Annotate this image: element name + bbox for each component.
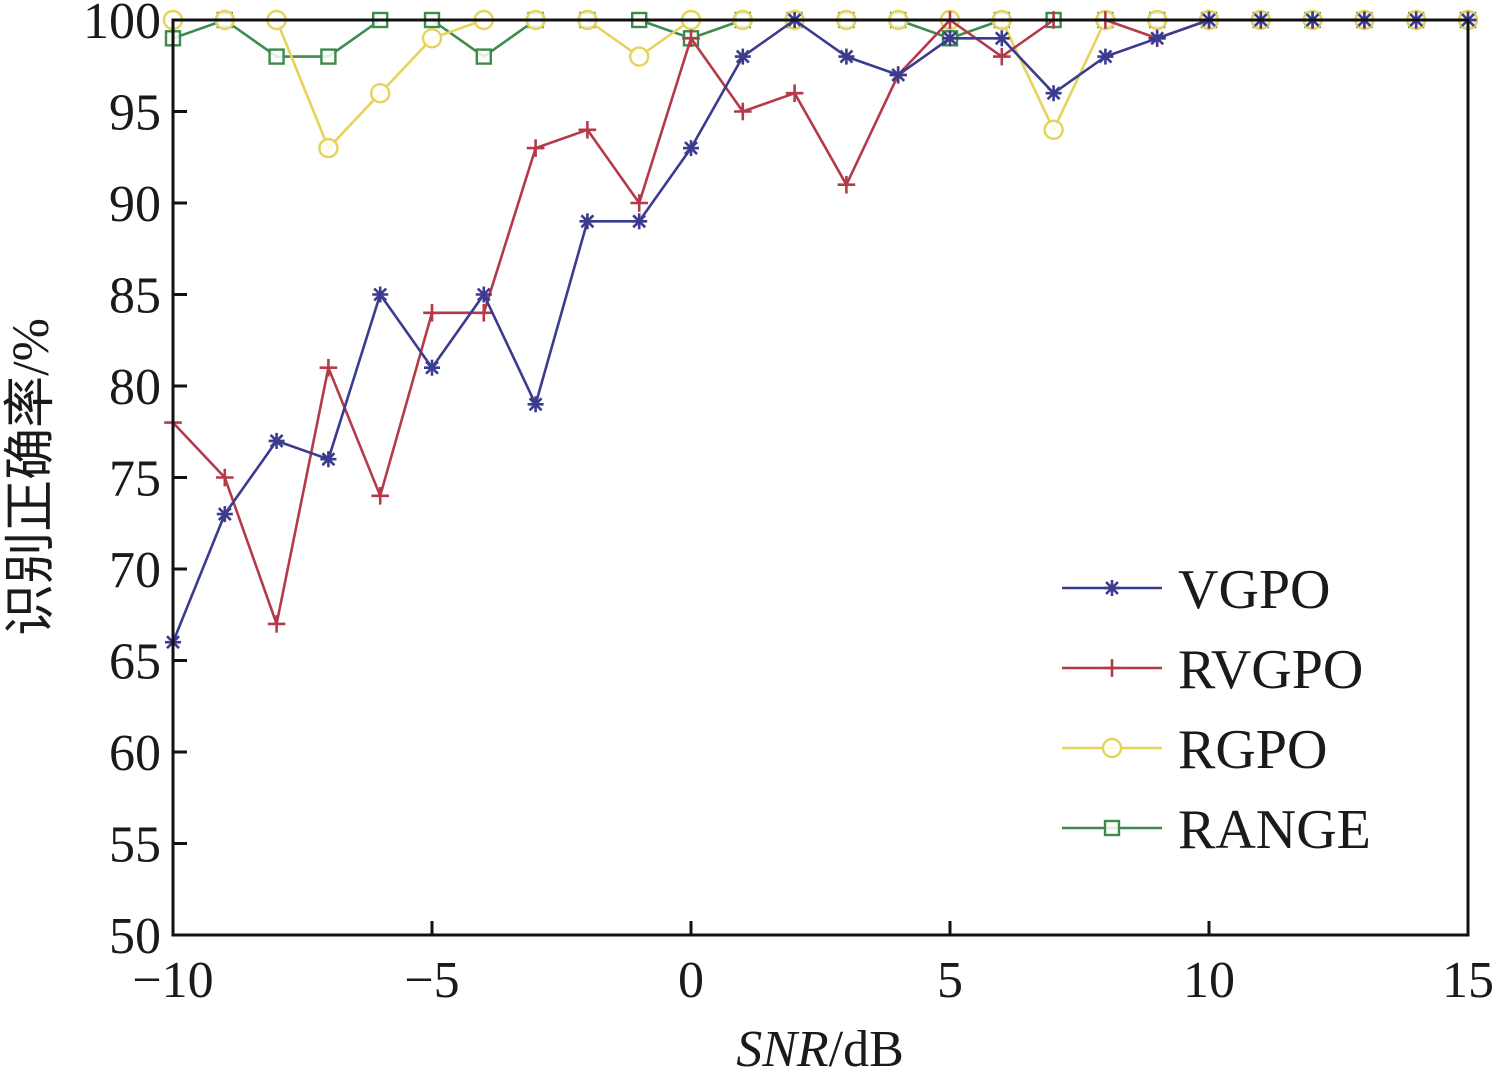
point-range-3 xyxy=(320,48,337,65)
point-rvgpo-16 xyxy=(993,47,1011,66)
point-vgpo-14 xyxy=(890,66,907,83)
y-tick-label: 90 xyxy=(109,176,161,233)
point-rvgpo-6 xyxy=(475,304,493,322)
point-rvgpo-10 xyxy=(682,29,700,48)
x-axis-label-variable: SNR xyxy=(736,1021,828,1074)
axis-ticks: −10 −5 0 5 10 15 50 55 60 65 70 75 80 85 90 95 100 xyxy=(83,0,1494,1009)
point-vgpo-19 xyxy=(1149,30,1166,47)
x-tick-label: 5 xyxy=(937,952,963,1009)
point-rvgpo-7 xyxy=(526,139,545,157)
x-tick-label: 10 xyxy=(1183,952,1235,1009)
series-rvgpo xyxy=(164,11,1477,633)
point-vgpo-9 xyxy=(631,213,648,230)
y-tick-label: 75 xyxy=(109,451,161,508)
legend-label-rvgpo: RVGPO xyxy=(1178,639,1363,701)
y-tick-label: 80 xyxy=(109,359,161,416)
point-rgpo-9 xyxy=(629,46,650,67)
plot-area-frame xyxy=(171,18,1470,937)
y-tick-label: 100 xyxy=(83,0,161,50)
point-vgpo-10 xyxy=(683,140,699,157)
point-vgpo-3 xyxy=(320,451,337,468)
point-rvgpo-2 xyxy=(267,615,286,633)
x-tick-label: 15 xyxy=(1442,952,1494,1009)
point-range-2 xyxy=(268,48,285,65)
series-line-vgpo xyxy=(171,18,1468,643)
legend-item-range: RANGE xyxy=(1062,799,1371,861)
legend-marker-rgpo xyxy=(1101,737,1123,759)
point-vgpo-8 xyxy=(579,213,596,230)
point-vgpo-7 xyxy=(527,396,544,413)
legend-label-range: RANGE xyxy=(1178,799,1371,861)
point-vgpo-5 xyxy=(424,359,440,376)
point-vgpo-15 xyxy=(942,30,958,47)
point-rvgpo-1 xyxy=(216,468,234,487)
y-axis-label: 识别正确率/% xyxy=(3,318,60,636)
x-axis-label: SNR/dB xyxy=(736,1021,904,1074)
point-rvgpo-13 xyxy=(837,175,856,194)
legend-label-vgpo: VGPO xyxy=(1178,559,1330,621)
point-vgpo-11 xyxy=(734,48,751,65)
legend-item-vgpo: VGPO xyxy=(1062,559,1330,621)
point-rvgpo-4 xyxy=(371,487,389,505)
y-tick-label: 65 xyxy=(109,634,161,691)
point-vgpo-1 xyxy=(216,506,233,523)
point-rvgpo-3 xyxy=(319,358,338,377)
point-rgpo-17 xyxy=(1043,119,1064,141)
x-axis-label-unit: /dB xyxy=(829,1021,904,1074)
point-vgpo-13 xyxy=(838,48,855,65)
x-tick-label: −10 xyxy=(132,952,213,1009)
y-tick-label: 85 xyxy=(109,268,161,325)
point-rvgpo-5 xyxy=(423,304,441,322)
y-tick-label: 70 xyxy=(109,542,161,599)
point-vgpo-17 xyxy=(1045,85,1062,102)
legend-marker-rvgpo xyxy=(1103,659,1121,677)
point-vgpo-16 xyxy=(993,30,1010,47)
legend: VGPO RVGPO RGPO RANGE xyxy=(1062,559,1371,861)
y-tick-label: 50 xyxy=(109,908,161,965)
point-rvgpo-12 xyxy=(785,84,804,102)
y-tick-label: 95 xyxy=(109,85,161,142)
point-rvgpo-8 xyxy=(578,121,597,139)
legend-label-rgpo: RGPO xyxy=(1178,719,1327,781)
series-vgpo xyxy=(165,12,1476,651)
legend-item-rgpo: RGPO xyxy=(1062,719,1327,781)
y-tick-label: 60 xyxy=(109,725,161,782)
x-tick-label: −5 xyxy=(404,952,459,1009)
point-vgpo-18 xyxy=(1097,48,1114,65)
point-rgpo-3 xyxy=(318,137,339,159)
point-rgpo-5 xyxy=(421,28,443,49)
legend-item-rvgpo: RVGPO xyxy=(1062,639,1363,701)
y-tick-label: 55 xyxy=(109,817,161,874)
point-rvgpo-9 xyxy=(630,194,648,212)
point-rgpo-4 xyxy=(370,82,391,104)
legend-marker-vgpo xyxy=(1104,580,1120,596)
point-vgpo-4 xyxy=(372,286,389,303)
point-vgpo-6 xyxy=(475,286,492,303)
point-rvgpo-11 xyxy=(734,102,752,121)
point-vgpo-2 xyxy=(268,432,285,449)
point-range-6 xyxy=(475,48,492,65)
series-layer xyxy=(162,9,1479,651)
legend-marker-range xyxy=(1103,819,1121,837)
x-tick-label: 0 xyxy=(678,952,704,1009)
series-line-rvgpo xyxy=(172,18,1468,626)
